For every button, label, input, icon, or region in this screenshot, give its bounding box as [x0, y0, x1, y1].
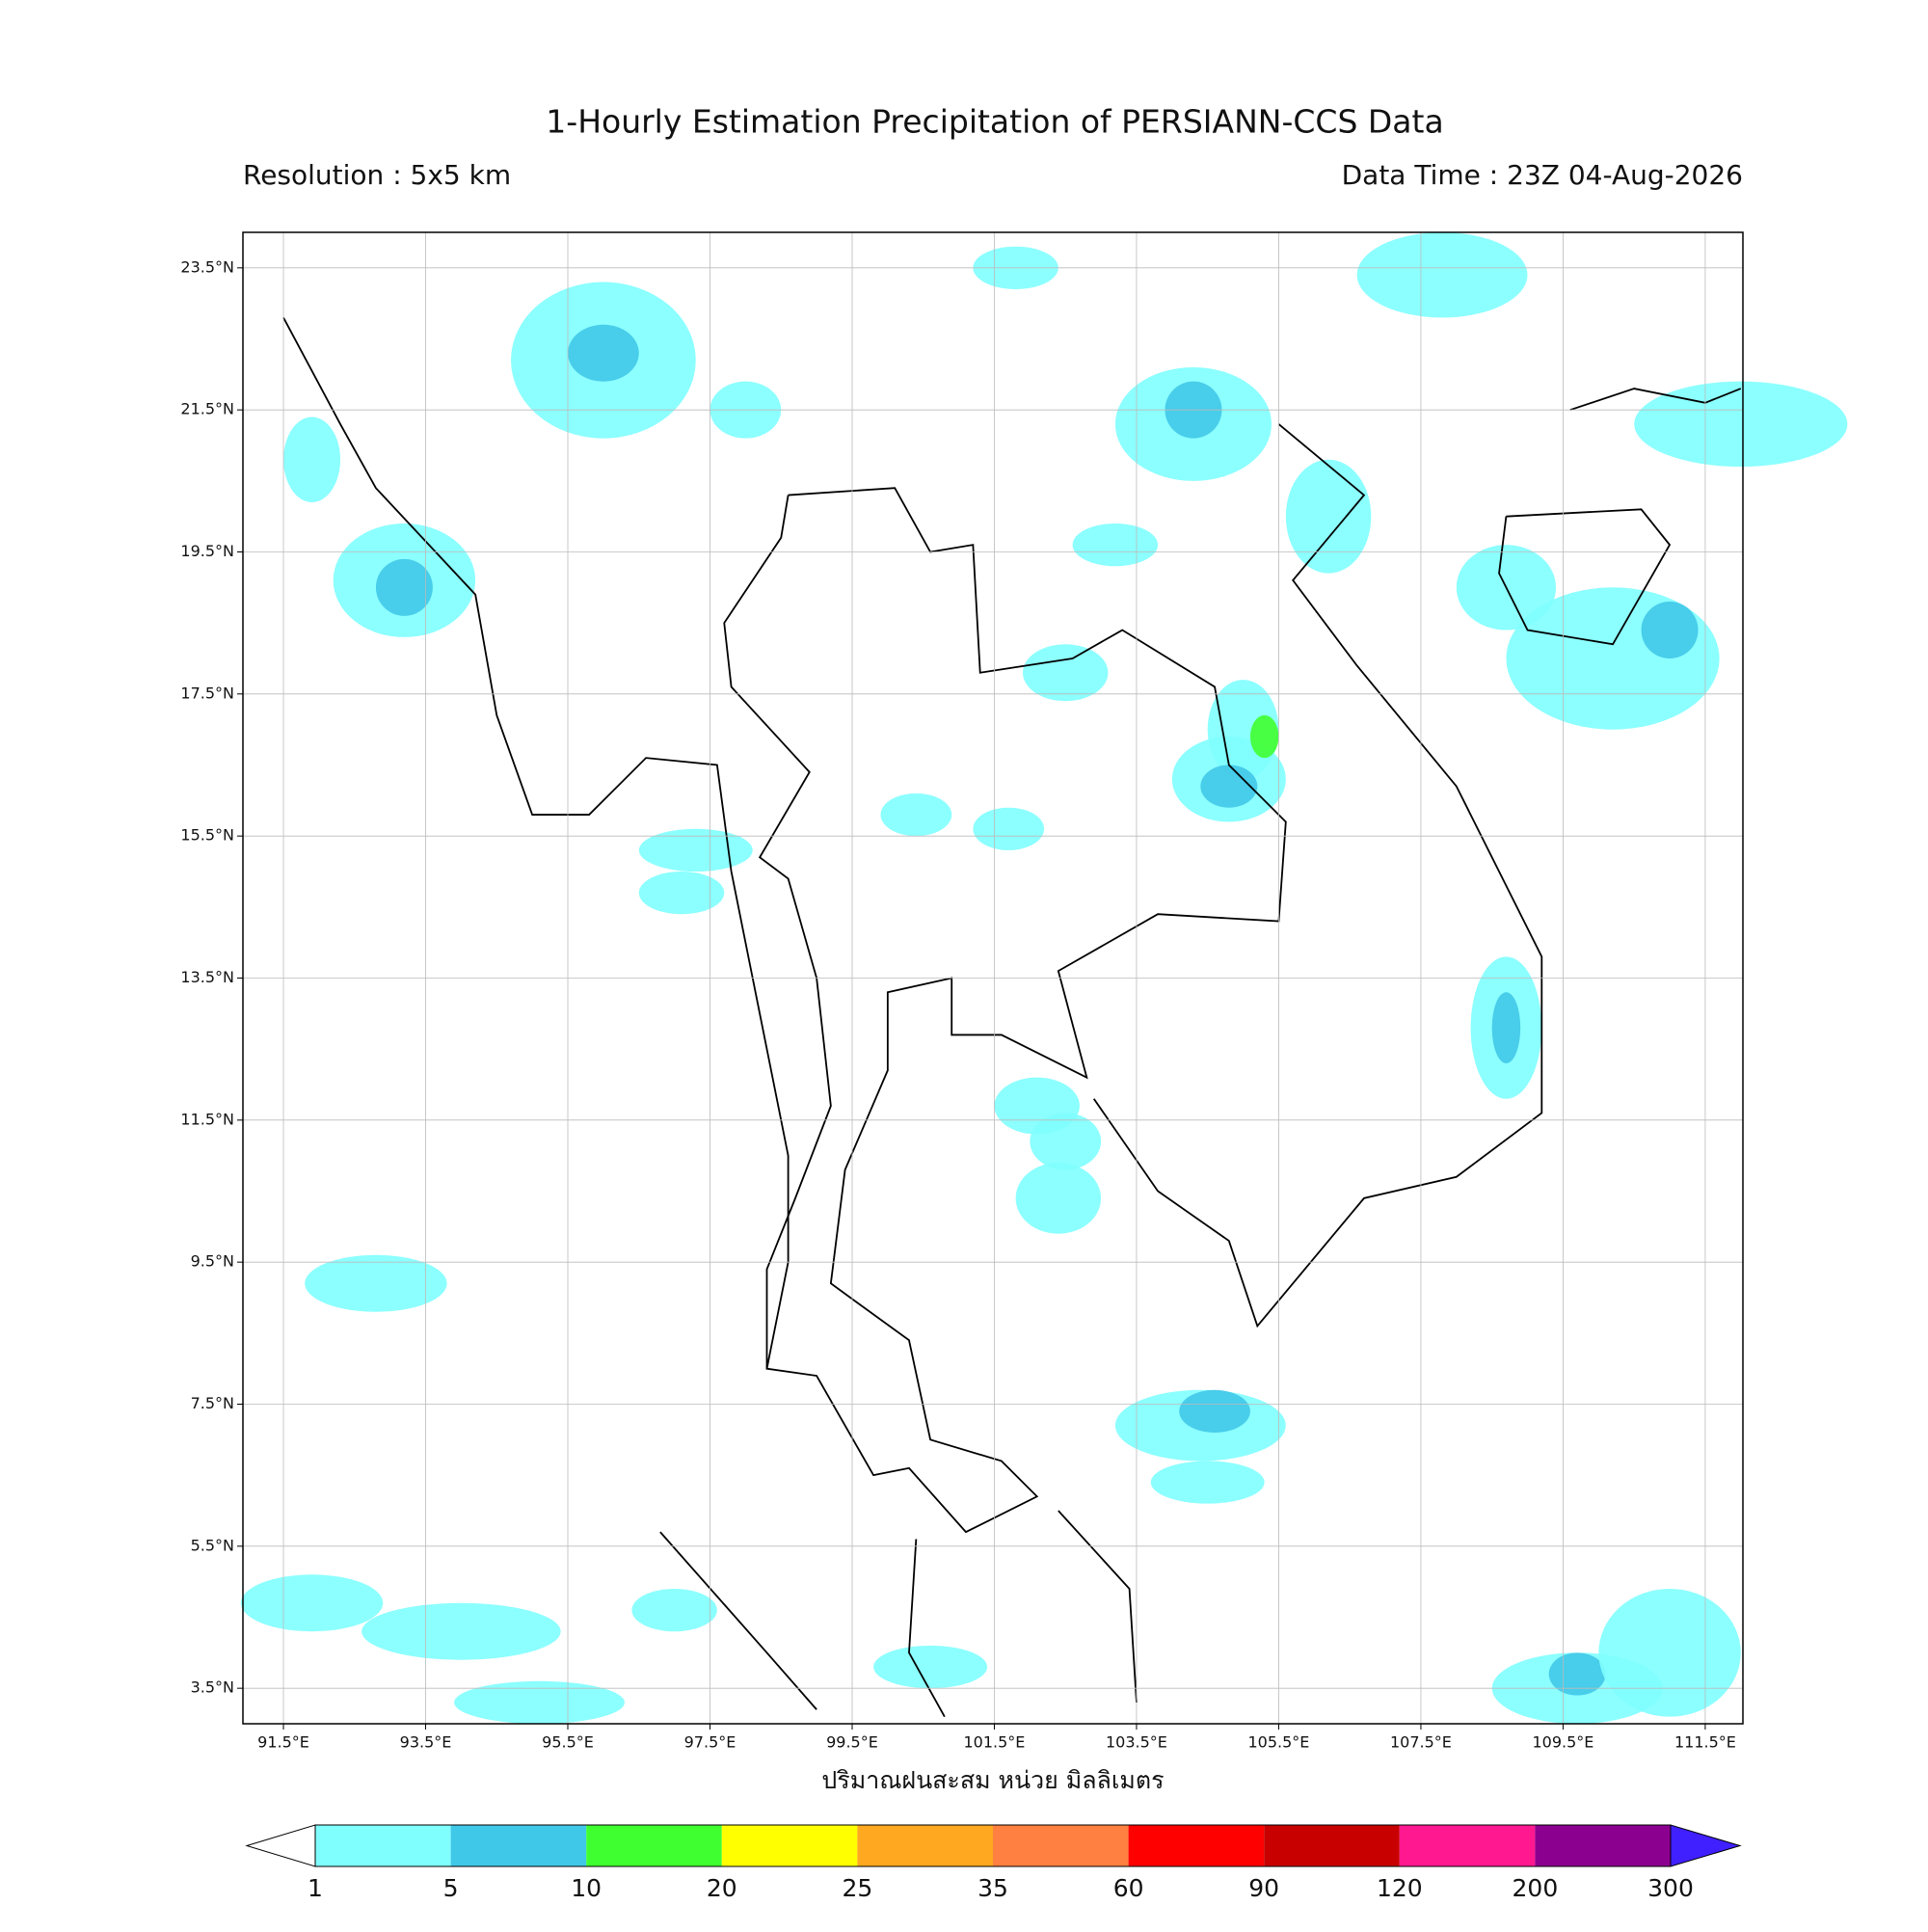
- rain-area: [1598, 1589, 1741, 1717]
- colorbar-label: 1: [308, 1874, 323, 1902]
- rain-area: [305, 1254, 447, 1312]
- colorbar-label: 35: [977, 1874, 1008, 1902]
- rain-area: [873, 1645, 988, 1689]
- x-tick-label: 91.5°E: [257, 1733, 309, 1752]
- x-tick-label: 101.5°E: [964, 1733, 1026, 1752]
- y-tick-label: 5.5°N: [191, 1536, 234, 1554]
- colorbar-segment: [1264, 1825, 1400, 1866]
- coastline: [723, 487, 1287, 1534]
- rain-area: [1030, 1113, 1102, 1170]
- colorbar-label: 200: [1513, 1874, 1559, 1902]
- y-tick-label: 19.5°N: [180, 542, 234, 560]
- colorbar-segment: [1535, 1825, 1671, 1866]
- rain-area: [240, 1574, 384, 1632]
- rain-area: [454, 1680, 625, 1725]
- colorbar-segment: [450, 1825, 587, 1866]
- colorbar-segment: [1399, 1825, 1536, 1866]
- y-tick-label: 15.5°N: [180, 826, 234, 845]
- rain-area: [638, 828, 753, 872]
- x-tick-label: 109.5°E: [1532, 1733, 1593, 1752]
- colorbar-segment: [857, 1825, 993, 1866]
- y-tick-label: 3.5°N: [191, 1678, 234, 1697]
- rain-area: [362, 1602, 561, 1660]
- coastline: [1569, 388, 1742, 412]
- colorbar-label: 5: [443, 1874, 459, 1902]
- x-tick-label: 103.5°E: [1106, 1733, 1167, 1752]
- colorbar-label: 120: [1377, 1874, 1423, 1902]
- colorbar-label: 20: [707, 1874, 737, 1902]
- colorbar-label: 90: [1248, 1874, 1279, 1902]
- x-tick-label: 107.5°E: [1390, 1733, 1452, 1752]
- map-frame: [242, 231, 1744, 1725]
- colorbar-label: 300: [1647, 1874, 1694, 1902]
- rain-area: [568, 324, 639, 382]
- resolution: Resolution : 5x5 km: [243, 159, 511, 191]
- x-tick-label: 93.5°E: [400, 1733, 452, 1752]
- rain-area: [1285, 459, 1372, 574]
- y-tick-label: 9.5°N: [191, 1252, 234, 1271]
- rain-area: [1072, 523, 1159, 567]
- colorbar-segment: [1128, 1825, 1265, 1866]
- coastline: [1498, 508, 1672, 646]
- coastline: [282, 316, 790, 1369]
- coastline: [659, 1531, 817, 1710]
- x-tick-label: 95.5°E: [542, 1733, 594, 1752]
- colorbar-segment: [993, 1825, 1129, 1866]
- y-tick-label: 21.5°N: [180, 400, 234, 418]
- x-tick-label: 111.5°E: [1674, 1733, 1736, 1752]
- colorbar-segment: [586, 1825, 722, 1866]
- rain-area: [1150, 1461, 1265, 1504]
- rain-area: [1179, 1389, 1250, 1433]
- colorbar-frame: [314, 1824, 1672, 1867]
- rain-area: [1634, 381, 1848, 468]
- rain-area: [638, 871, 725, 915]
- rain-area: [973, 807, 1045, 850]
- x-tick-label: 97.5°E: [684, 1733, 736, 1752]
- rain-area: [1022, 644, 1109, 702]
- rain-area: [1015, 1163, 1102, 1234]
- rain-area: [1491, 992, 1521, 1063]
- y-tick-label: 11.5°N: [180, 1110, 234, 1128]
- colorbar-label: 25: [842, 1874, 872, 1902]
- colorbar-under: [245, 1824, 316, 1867]
- coastline: [1092, 423, 1543, 1328]
- colorbar-label: 10: [571, 1874, 602, 1902]
- colorbar-segment: [721, 1825, 858, 1866]
- rain-area: [1641, 602, 1699, 659]
- rain-area: [375, 558, 433, 616]
- rain-area: [283, 416, 341, 502]
- colorbar-over: [1670, 1824, 1742, 1867]
- rain-area: [1249, 714, 1279, 759]
- data-time: Data Time : 23Z 04-Aug-2026: [1342, 159, 1743, 191]
- coastline: [908, 1539, 946, 1718]
- coastline: [1058, 1510, 1138, 1703]
- rain-area: [631, 1589, 717, 1632]
- rain-area: [1356, 231, 1528, 318]
- x-tick-label: 105.5°E: [1247, 1733, 1309, 1752]
- rain-area: [1548, 1652, 1606, 1696]
- y-tick-label: 7.5°N: [191, 1394, 234, 1412]
- title: 1-Hourly Estimation Precipitation of PER…: [546, 103, 1443, 141]
- colorbar-segment: [315, 1825, 451, 1866]
- rain-area: [1200, 765, 1258, 808]
- x-axis-label: ปริมาณฝนสะสม หน่วย มิลลิเมตร: [821, 1766, 1164, 1794]
- x-tick-label: 99.5°E: [826, 1733, 878, 1752]
- colorbar-label: 60: [1113, 1874, 1144, 1902]
- y-tick-label: 23.5°N: [180, 257, 234, 276]
- y-tick-label: 13.5°N: [180, 968, 234, 986]
- rain-area: [880, 792, 952, 837]
- y-tick-label: 17.5°N: [180, 684, 234, 702]
